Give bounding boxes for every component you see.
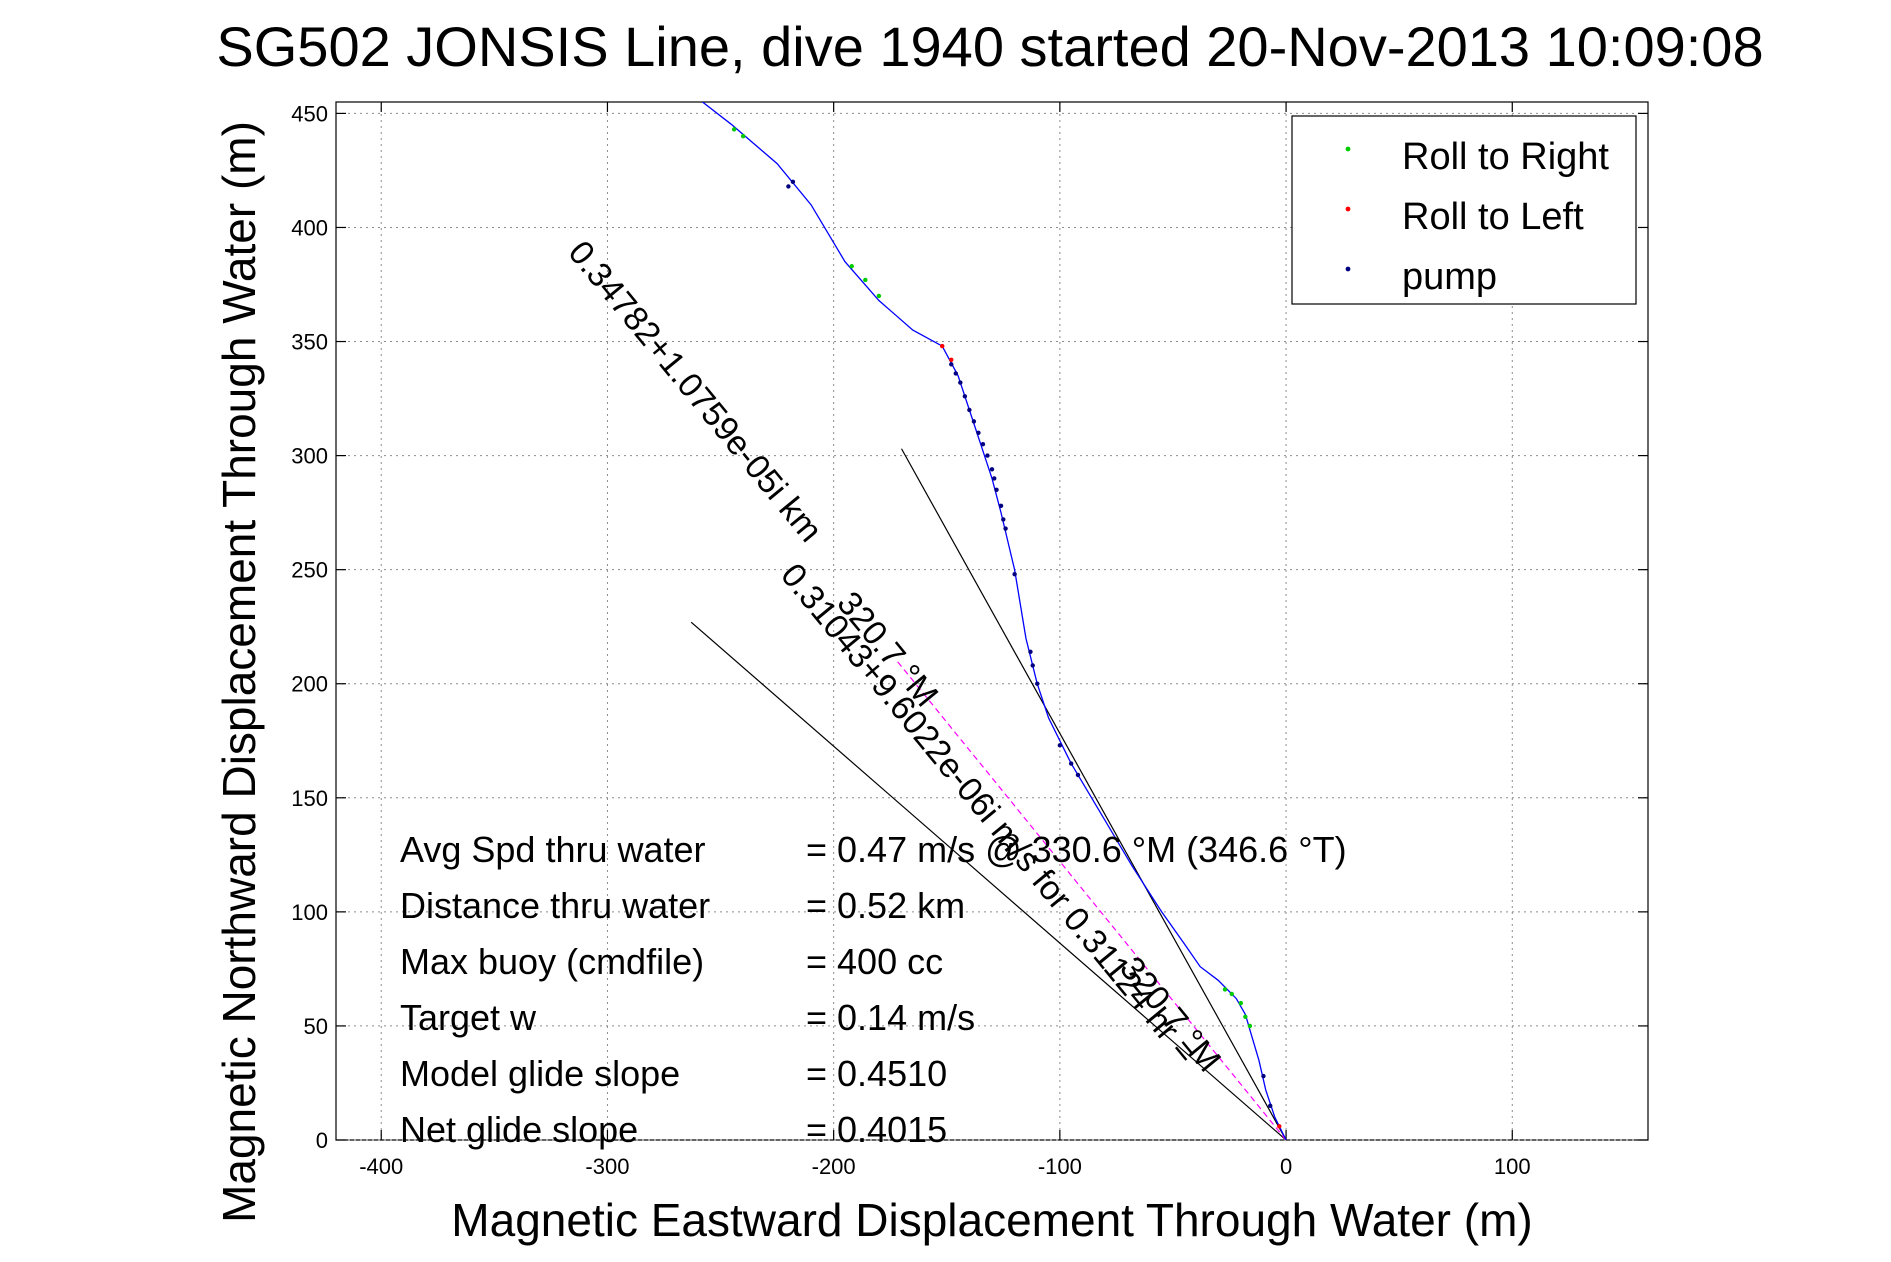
stats-value: = 0.4510 — [806, 1053, 947, 1094]
reference-line — [900, 448, 1287, 1140]
stats-label: Max buoy (cmdfile) — [400, 941, 704, 982]
legend-entry: Roll to Right — [1402, 136, 1609, 178]
stats-label: Avg Spd thru water — [400, 829, 706, 870]
y-tick-label: 400 — [291, 215, 328, 240]
stats-label: Model glide slope — [400, 1053, 680, 1094]
x-tick-label: 0 — [1280, 1154, 1292, 1179]
roll-left-point — [940, 343, 945, 349]
y-tick-label: 200 — [291, 672, 328, 697]
pump-point — [994, 487, 999, 493]
pump-point — [980, 441, 986, 447]
stats-block: Avg Spd thru water = 0.47 m/s @ 330.6 °M … — [400, 829, 1347, 1150]
pump-point — [790, 179, 796, 185]
y-axis-label: Magnetic Northward Displacement Through … — [213, 121, 265, 1223]
pump-point — [971, 419, 977, 424]
y-tick-label: 350 — [291, 330, 328, 355]
roll-right-point — [849, 264, 854, 269]
pump-point — [949, 362, 954, 367]
roll-right-point — [1222, 987, 1228, 992]
roll-left-point — [949, 357, 954, 362]
pump-point — [1075, 772, 1081, 778]
pump-point — [992, 476, 997, 481]
pump-point — [1057, 743, 1063, 748]
legend-marker — [1345, 146, 1351, 152]
legend-marker — [1345, 266, 1351, 272]
stats-value: = 0.14 m/s — [806, 997, 975, 1038]
pump-point — [989, 467, 995, 472]
pump-point — [953, 371, 959, 376]
pump-point — [962, 394, 968, 399]
roll-right-point — [1243, 1014, 1248, 1020]
x-tick-label: -400 — [359, 1154, 403, 1179]
stats-label: Target w — [400, 997, 537, 1038]
roll-right-point — [1247, 1023, 1253, 1029]
roll-right-point — [1229, 991, 1234, 997]
y-tick-label: 0 — [316, 1128, 328, 1153]
reference-line — [690, 621, 1287, 1140]
roll-right-point — [863, 277, 868, 283]
chart-title: SG502 JONSIS Line, dive 1940 started 20-… — [216, 15, 1763, 78]
stats-label: Distance thru water — [400, 885, 710, 926]
x-tick-label: -200 — [812, 1154, 856, 1179]
legend-entry: Roll to Left — [1402, 196, 1584, 238]
roll-right-point — [740, 134, 746, 139]
pump-point — [1068, 761, 1074, 766]
y-tick-label: 100 — [291, 900, 328, 925]
pump-point — [976, 430, 981, 435]
pump-point — [985, 453, 990, 458]
pump-point — [1035, 681, 1040, 686]
stats-value: = 0.47 m/s @ 330.6 °M (346.6 °T) — [806, 829, 1347, 870]
pump-point — [958, 380, 963, 385]
stats-value: = 0.4015 — [806, 1109, 947, 1150]
roll-right-point — [731, 127, 737, 132]
stats-value: = 0.52 km — [806, 885, 965, 926]
x-tick-label: -300 — [585, 1154, 629, 1179]
plot-layer — [690, 102, 1287, 1140]
x-tick-label: 100 — [1494, 1154, 1531, 1179]
y-tick-label: 150 — [291, 786, 328, 811]
pump-point — [1030, 663, 1035, 668]
pump-point — [1028, 649, 1033, 654]
pump-point — [1261, 1073, 1266, 1079]
stats-value: = 400 cc — [806, 941, 943, 982]
pump-point — [998, 503, 1004, 508]
y-tick-label: 300 — [291, 444, 328, 469]
roll-right-point — [876, 293, 882, 299]
stats-label: Net glide slope — [400, 1109, 638, 1150]
pump-point — [967, 407, 972, 413]
legend-entry: pump — [1402, 256, 1497, 298]
pump-point — [1268, 1103, 1273, 1108]
net-displacement-line — [896, 660, 1287, 1140]
pump-point — [1012, 572, 1017, 577]
y-tick-label: 250 — [291, 558, 328, 583]
pump-point — [786, 184, 791, 189]
x-axis-label: Magnetic Eastward Displacement Through W… — [451, 1194, 1532, 1246]
pump-point — [1001, 517, 1006, 522]
y-tick-label: 450 — [291, 101, 328, 126]
legend: Roll to Right Roll to Left pump — [1291, 115, 1637, 305]
legend-marker — [1345, 206, 1351, 212]
pump-point — [1003, 526, 1008, 531]
axis-ticks: -400 -300 -200 -100 0 100 0 50 100 150 200 250 300 35… — [291, 101, 1648, 1179]
roll-left-point — [1277, 1124, 1282, 1129]
roll-right-point — [1238, 1000, 1244, 1006]
x-tick-label: -100 — [1038, 1154, 1082, 1179]
y-tick-label: 50 — [304, 1014, 328, 1039]
